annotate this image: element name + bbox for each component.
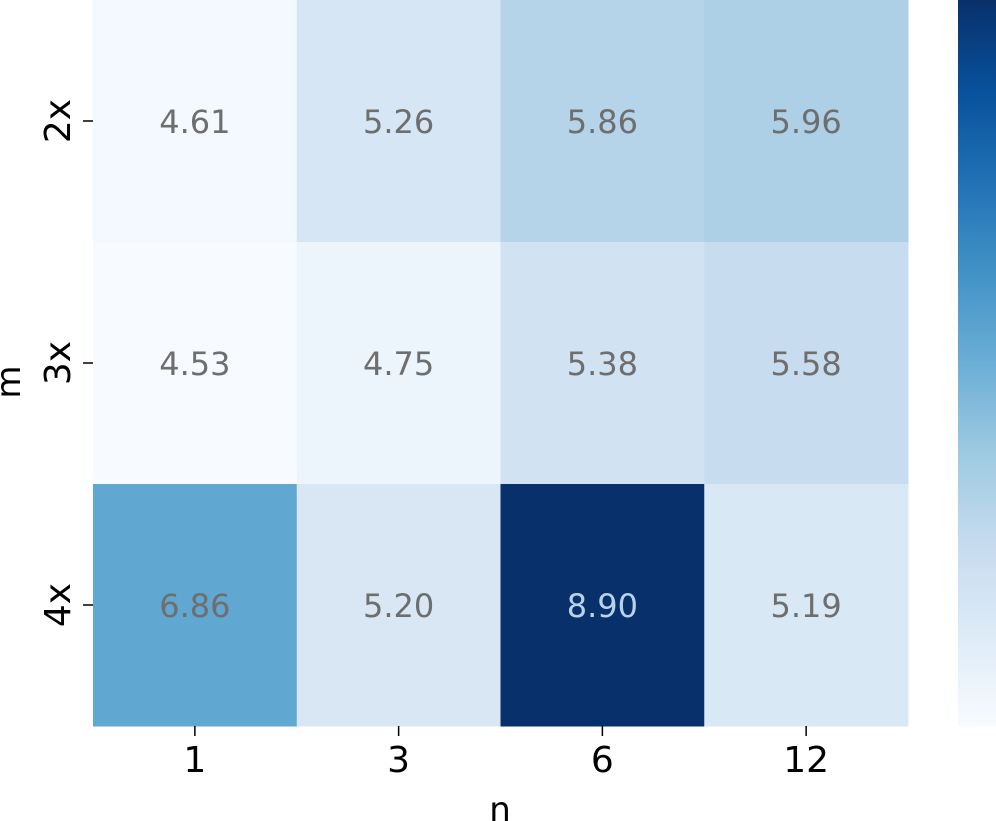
heatmap-cell [296, 0, 501, 243]
x-tick-label: 6 [591, 740, 614, 781]
heatmap-value-label: 8.90 [567, 587, 638, 625]
heatmap-cell [704, 0, 909, 243]
heatmap-value-label: 4.53 [159, 345, 230, 383]
heatmap-value-label: 5.38 [567, 345, 638, 383]
heatmap-value-label: 5.19 [771, 587, 842, 625]
heatmap-cell [296, 242, 501, 485]
x-tick-label: 12 [783, 740, 829, 781]
x-axis: 1 3 6 12 [183, 726, 829, 781]
y-tick-label: 4x [38, 583, 79, 627]
heatmap-cell [704, 242, 909, 485]
heatmap-cell [93, 484, 298, 727]
colorbar [958, 0, 996, 726]
heatmap-cell [93, 0, 298, 243]
x-tick-label: 1 [183, 740, 206, 781]
heatmap-value-label: 5.26 [363, 103, 434, 141]
y-tick-label: 3x [38, 341, 79, 385]
heatmap-cells [93, 0, 909, 727]
heatmap-cell [500, 242, 705, 485]
heatmap-cell [500, 484, 705, 727]
x-axis-label: n [489, 790, 511, 821]
heatmap-cell [500, 0, 705, 243]
x-tick-label: 3 [387, 740, 410, 781]
heatmap-value-label: 4.75 [363, 345, 434, 383]
heatmap-value-label: 5.58 [771, 345, 842, 383]
heatmap-cell [704, 484, 909, 727]
heatmap-value-label: 5.86 [567, 103, 638, 141]
y-axis-label: m [0, 365, 29, 398]
heatmap-value-label: 4.61 [159, 103, 230, 141]
y-axis: 2x 3x 4x [38, 99, 93, 627]
heatmap-value-label: 6.86 [159, 587, 230, 625]
heatmap-value-label: 5.96 [771, 103, 842, 141]
y-tick-label: 2x [38, 99, 79, 143]
heatmap-cell [296, 484, 501, 727]
heatmap-value-labels: 4.61 5.26 5.86 5.96 4.53 4.75 5.38 5.58 6.86 5.20… [159, 103, 842, 625]
heatmap-value-label: 5.20 [363, 587, 434, 625]
heatmap-cell [93, 242, 298, 485]
